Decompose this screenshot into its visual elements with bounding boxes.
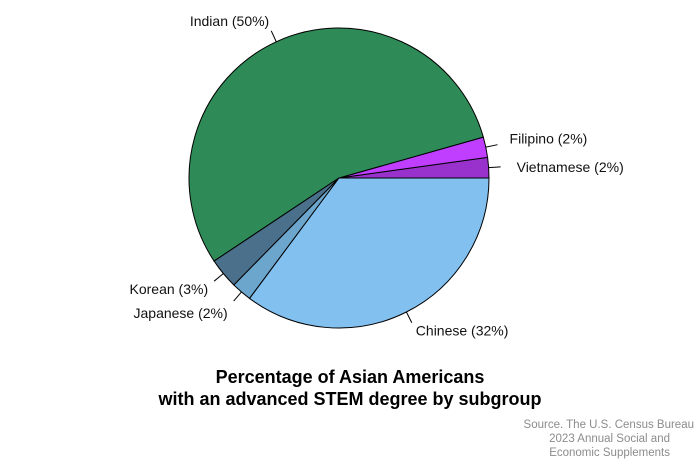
slice-label-filipino: Filipino (2%) — [510, 131, 588, 147]
chart-title-line-2: with an advanced STEM degree by subgroup — [158, 389, 542, 409]
slice-label-indian: Indian (50%) — [190, 13, 269, 29]
leader-line-korean — [213, 273, 224, 282]
leader-line-vietnamese — [488, 166, 501, 169]
source-note-line-1: Source. The U.S. Census Bureau — [523, 419, 694, 431]
slice-label-korean: Korean (3%) — [130, 281, 209, 297]
chart-title-line-1: Percentage of Asian Americans — [215, 367, 485, 387]
leader-line-filipino — [485, 144, 498, 148]
leader-line-japanese — [233, 291, 242, 302]
pie-slice-indian — [188, 27, 484, 262]
pie-slice-chinese — [248, 177, 490, 329]
slice-label-vietnamese: Vietnamese (2%) — [517, 159, 624, 175]
leader-line-chinese — [405, 311, 413, 323]
source-note-line-2: 2023 Annual Social and — [549, 433, 670, 445]
leader-line-indian — [270, 30, 277, 42]
slice-label-chinese: Chinese (32%) — [416, 323, 509, 339]
source-note-line-3: Economic Supplements — [549, 447, 670, 459]
slice-label-japanese: Japanese (2%) — [134, 305, 228, 321]
